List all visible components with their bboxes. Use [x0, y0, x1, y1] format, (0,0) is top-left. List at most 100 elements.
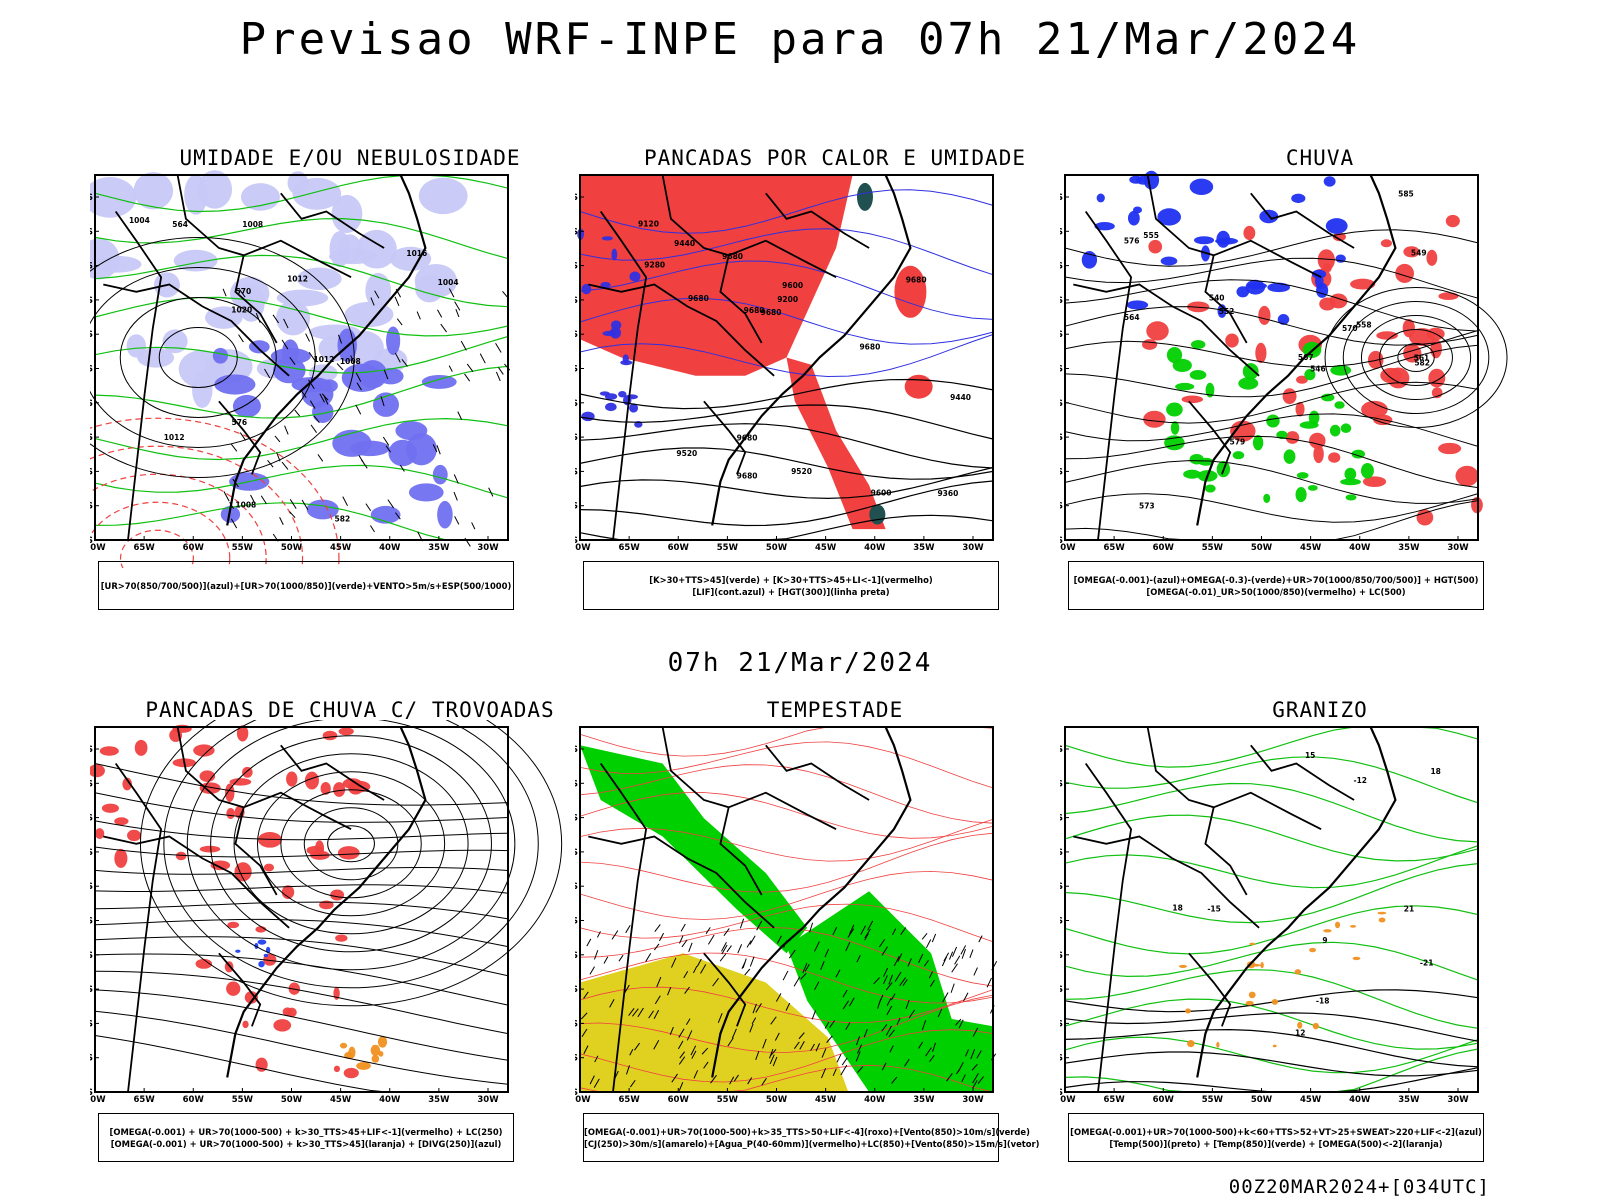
contour-label: 9440 [950, 393, 971, 402]
thunderstorm-area-red [210, 860, 231, 871]
contour-label: 576 [1124, 236, 1140, 245]
lon-tick-label: 60W [183, 543, 205, 553]
wind-vector [308, 351, 316, 361]
streamline [94, 970, 509, 1035]
wind-vector [891, 1076, 898, 1084]
wind-vector [973, 967, 978, 976]
omega-area-orange [1312, 1022, 1319, 1030]
divergence-area [263, 953, 269, 957]
contour-label: 582 [1414, 358, 1430, 367]
wind-vector [453, 491, 458, 501]
wind-vector [374, 290, 380, 299]
convection-area-red [904, 374, 933, 399]
divergence-area [257, 939, 267, 945]
contour-label: 9 [1322, 936, 1327, 945]
wind-vector [878, 939, 886, 948]
lat-tick-label: 42S [90, 1088, 93, 1098]
wind-vector [963, 992, 969, 1002]
wind-vector [723, 928, 730, 937]
wind-vector [396, 318, 403, 326]
wind-vector [230, 518, 238, 529]
contour-label: -15 [1207, 905, 1221, 914]
thunderstorm-area-orange [370, 1044, 381, 1057]
wind-vector [928, 971, 933, 979]
contour-label: 9600 [782, 281, 803, 290]
omega-area-orange [1216, 1041, 1220, 1048]
thunderstorm-area-red [229, 778, 252, 786]
wind-vector [395, 512, 401, 520]
streamline [94, 884, 509, 894]
wind-vector [751, 1017, 757, 1025]
rain-area-green [1252, 434, 1264, 451]
contour-label: 1020 [231, 305, 252, 314]
lon-tick-label: 35W [1398, 543, 1420, 553]
rain-area-green [1189, 370, 1207, 380]
thunderstorm-area-red [101, 803, 119, 813]
wind-vector [250, 494, 256, 505]
rain-area-blue [1291, 193, 1306, 204]
thunderstorm-area-red [258, 832, 282, 848]
green-contour [94, 365, 509, 419]
wind-vector [498, 367, 504, 375]
wind-vector [276, 452, 281, 462]
wind-vector [691, 1050, 697, 1059]
wind-vector [383, 369, 389, 380]
wind-vector [951, 946, 958, 957]
thunderstorm-area-orange [348, 1046, 356, 1059]
lon-tick-label: 45W [330, 543, 352, 553]
rain-area-green [1190, 340, 1206, 349]
wind-vector [881, 946, 888, 956]
lon-tick-label: 50W [281, 1095, 303, 1105]
border-line [661, 726, 837, 831]
wind-vector [727, 1037, 734, 1047]
wind-vector [455, 309, 460, 318]
lat-tick-label: 15S [575, 227, 578, 237]
wind-vector [464, 373, 471, 382]
rain-area-red [1438, 292, 1459, 300]
border-line [1073, 835, 1260, 929]
wind-vector [845, 1022, 851, 1030]
lat-tick-label: 15S [90, 779, 93, 789]
lat-tick-label: 33S [575, 433, 578, 443]
streamline [94, 792, 509, 823]
lon-tick-label: 40W [1349, 543, 1371, 553]
lat-tick-label: 33S [1060, 433, 1063, 443]
contour-label: 564 [172, 220, 188, 229]
contour-label: 9440 [674, 239, 695, 248]
wind-vector [726, 945, 732, 953]
wind-vector [684, 986, 690, 994]
contour-label: 18 [1430, 767, 1440, 776]
contour-label: 9280 [644, 260, 665, 269]
wind-vector [881, 1024, 888, 1032]
wind-vector [239, 432, 247, 441]
border-line [588, 283, 775, 377]
wind-vector [856, 1044, 863, 1054]
contour-label: 15 [1305, 751, 1315, 760]
wind-vector [951, 963, 958, 973]
wind-vector [625, 925, 631, 934]
wind-vector [678, 1081, 684, 1091]
border-line [234, 807, 278, 896]
omega-area-orange [1377, 911, 1387, 915]
rain-area-blue [1216, 230, 1231, 248]
wind-vector [840, 1064, 848, 1076]
wind-vector [775, 993, 782, 1002]
wind-vector [457, 411, 463, 420]
rain-area-green [1276, 430, 1288, 440]
border-line [599, 210, 648, 541]
rain-area-red [1328, 452, 1341, 463]
red-dashed-contour [90, 445, 304, 568]
wind-vector [969, 949, 974, 958]
contour-label: 9680 [859, 342, 880, 351]
omega-area-orange [1272, 1044, 1277, 1048]
hgt-contour [579, 480, 994, 527]
lon-tick-label: 70W [575, 1095, 591, 1105]
wind-vector [683, 971, 689, 979]
border-line [1204, 807, 1248, 896]
wind-vector [857, 1066, 864, 1073]
rain-area-green [1340, 478, 1361, 486]
wind-vector [401, 359, 408, 367]
wind-vector [835, 969, 841, 978]
humidity-area-lightblue [184, 174, 208, 215]
lif-contour-blue [609, 326, 622, 339]
